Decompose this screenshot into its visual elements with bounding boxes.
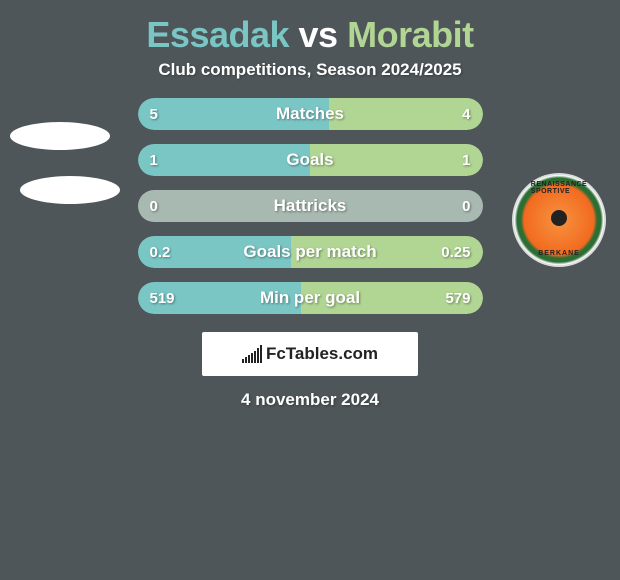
badge-bottom-text: BERKANE — [538, 250, 580, 257]
player2-name: Morabit — [347, 14, 474, 55]
stat-label: Goals — [286, 150, 333, 170]
club-badge: RENAISSANCE SPORTIVE BERKANE — [512, 173, 606, 267]
vs-text: vs — [299, 14, 338, 55]
stat-row-goals: 1 Goals 1 — [138, 144, 483, 176]
badge-top-text: RENAISSANCE SPORTIVE — [531, 181, 587, 195]
stat-value-right: 1 — [462, 152, 470, 169]
stat-value-left: 0.2 — [150, 244, 171, 261]
stat-value-right: 0 — [462, 198, 470, 215]
stat-fill-right — [329, 98, 482, 130]
stat-row-matches: 5 Matches 4 — [138, 98, 483, 130]
stat-value-left: 0 — [150, 198, 158, 215]
stat-value-left: 519 — [150, 290, 175, 307]
stat-value-left: 1 — [150, 152, 158, 169]
stat-row-hattricks: 0 Hattricks 0 — [138, 190, 483, 222]
player1-name: Essadak — [146, 14, 289, 55]
stat-value-right: 4 — [462, 106, 470, 123]
comparison-title: Essadak vs Morabit — [0, 0, 620, 60]
stat-label: Min per goal — [260, 288, 360, 308]
stat-label: Hattricks — [274, 196, 347, 216]
badge-ball-icon — [551, 210, 567, 226]
stat-fill-right — [310, 144, 483, 176]
stat-label: Goals per match — [243, 242, 376, 262]
left-ellipse-1 — [10, 122, 110, 150]
date-text: 4 november 2024 — [0, 390, 620, 410]
stat-fill-left — [138, 144, 311, 176]
stat-row-min-per-goal: 519 Min per goal 579 — [138, 282, 483, 314]
stat-label: Matches — [276, 104, 344, 124]
stat-value-left: 5 — [150, 106, 158, 123]
stat-row-goals-per-match: 0.2 Goals per match 0.25 — [138, 236, 483, 268]
logo-bars-icon — [242, 345, 262, 363]
logo-text: FcTables.com — [266, 344, 378, 364]
stat-value-right: 0.25 — [441, 244, 470, 261]
stat-value-right: 579 — [445, 290, 470, 307]
left-ellipse-2 — [20, 176, 120, 204]
subtitle: Club competitions, Season 2024/2025 — [0, 60, 620, 80]
fctables-logo: FcTables.com — [202, 332, 418, 376]
